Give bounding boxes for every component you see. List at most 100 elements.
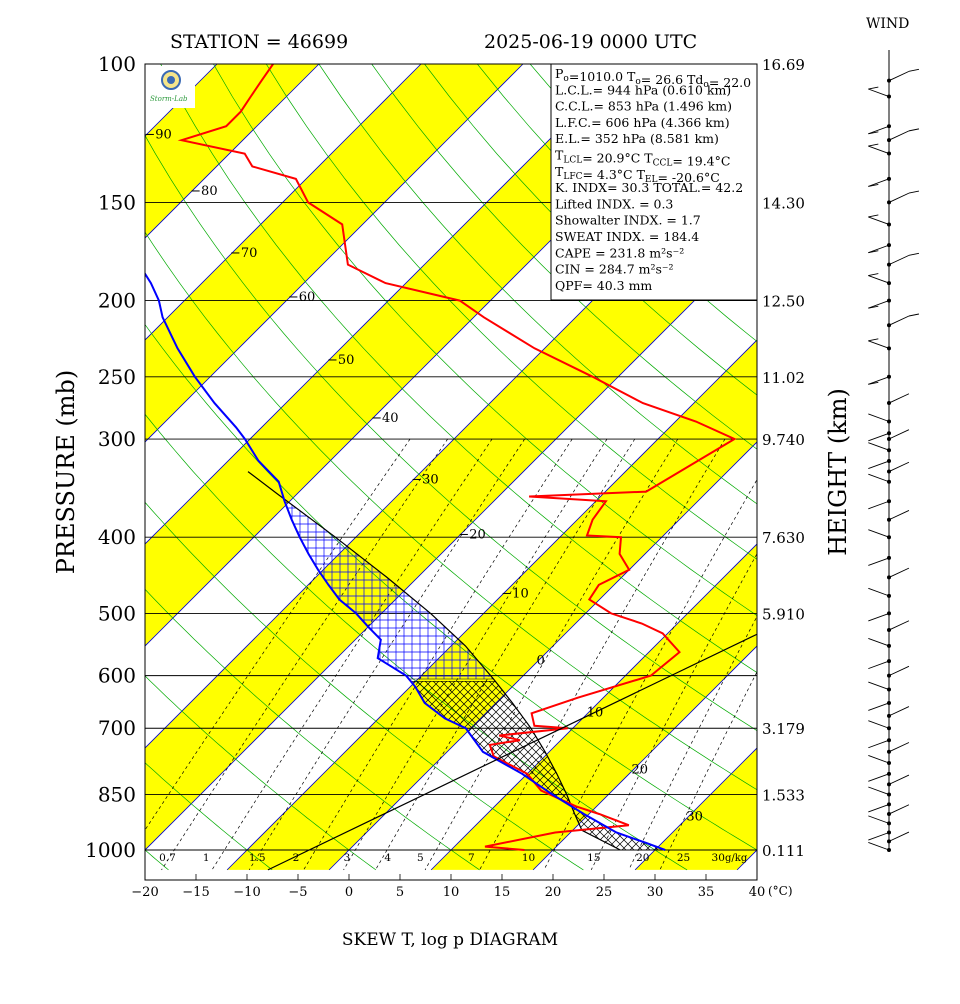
index-line: QPF= 40.3 mm [555, 278, 652, 293]
wind-barb [868, 126, 889, 134]
height-tick-label: 12.50 [762, 293, 805, 311]
mixing-ratio-label: 5 [417, 852, 424, 864]
wind-barb-flag [909, 191, 919, 193]
index-line: SWEAT INDX. = 184.4 [555, 229, 699, 244]
isotherm-label: −90 [144, 128, 171, 143]
wind-barb [889, 707, 909, 716]
y-left-axis-label: PRESSURE (mb) [52, 370, 80, 575]
isotherm-line [941, 64, 960, 870]
isotherm-label: −30 [411, 473, 438, 488]
indices-box: Po=1010.0 To= 26.6 Tdo= 22.0L.C.L.= 944 … [551, 64, 757, 300]
pressure-tick-label: 150 [98, 190, 136, 214]
mixing-ratio-label: 30 [712, 852, 725, 864]
wind-barb [889, 666, 909, 675]
x-tick-label: 5 [396, 885, 404, 900]
height-tick-label: 7.630 [762, 529, 805, 547]
wind-barb [889, 430, 909, 439]
wind-barb [889, 255, 909, 264]
pressure-tick-label: 600 [98, 664, 136, 688]
mixing-ratio-label: 25 [677, 852, 690, 864]
mixing-ratio-label: 7 [468, 852, 475, 864]
wind-barb [868, 146, 889, 154]
mixing-ratio-label: 15 [587, 852, 600, 864]
x-tick-label: 25 [596, 885, 613, 900]
wind-barb [868, 588, 889, 596]
index-line: C.C.L.= 853 hPa (1.496 km) [555, 99, 732, 114]
wind-barb [868, 530, 889, 538]
height-tick-label: 11.02 [762, 369, 805, 387]
wind-barb-flag [909, 314, 919, 316]
index-line: K. INDX= 30.3 TOTAL.= 42.2 [555, 180, 743, 195]
wind-barb [868, 474, 889, 482]
height-tick-label: 1.533 [762, 787, 805, 805]
x-tick-label: −15 [182, 885, 209, 900]
wind-barb [868, 89, 889, 97]
mixing-ratio-label: 20 [636, 852, 649, 864]
wind-barb [889, 71, 909, 80]
wind-barb [889, 743, 909, 752]
wind-barb-flag [909, 69, 919, 71]
mixing-ratio-label: 2 [293, 852, 300, 864]
x-tick-label: 15 [494, 885, 511, 900]
wind-barb [868, 217, 889, 225]
mixing-ratio-label: 4 [384, 852, 391, 864]
wind-barb [868, 787, 889, 795]
dry-adiabat-line [847, 64, 960, 870]
isotherm-label: −40 [371, 411, 398, 426]
isotherm-label: −10 [501, 587, 528, 602]
wind-barb [889, 131, 909, 140]
wind-barb [868, 377, 889, 385]
mixing-ratio-label: 0.7 [159, 852, 176, 864]
x-tick-label: 0 [345, 885, 353, 900]
wind-barb [889, 462, 909, 471]
wind-barb [889, 775, 909, 784]
height-tick-labels: 16.6914.3012.5011.029.7407.6305.9103.179… [762, 56, 805, 860]
index-line: E.L.= 352 hPa (8.581 km) [555, 131, 719, 146]
wind-barb [868, 816, 889, 824]
wind-barb [889, 805, 909, 814]
pressure-tick-label: 500 [98, 601, 136, 625]
isotherm-label: −50 [327, 353, 354, 368]
station-label: STATION = 46699 [170, 31, 348, 53]
wind-barb [889, 510, 909, 519]
isotherm-label: 20 [631, 763, 648, 778]
wind-barb [868, 842, 889, 850]
height-tick-label: 9.740 [762, 431, 805, 449]
index-line: Lifted INDX. = 0.3 [555, 196, 673, 211]
wind-barb [889, 316, 909, 325]
height-tick-label: 0.111 [762, 842, 805, 860]
dry-adiabat-line [0, 64, 169, 870]
index-line: L.C.L.= 944 hPa (0.610 km) [555, 82, 731, 97]
wind-dot [887, 124, 891, 128]
x-tick-label: 40 [749, 885, 766, 900]
isotherm-label: −20 [458, 528, 485, 543]
x-tick-label: −10 [233, 885, 260, 900]
wind-barb-flag [868, 87, 878, 89]
height-tick-label: 14.30 [762, 194, 805, 212]
wind-barb [868, 443, 889, 451]
wind-barb [868, 276, 889, 284]
x-tick-label: 30 [647, 885, 664, 900]
wind-barb [868, 613, 889, 621]
temp-unit-label: (°C) [768, 884, 793, 898]
index-line: CAPE = 231.8 m²s⁻² [555, 245, 684, 260]
x-tick-label: 20 [545, 885, 562, 900]
x-tick-label: −20 [131, 885, 158, 900]
x-tick-label: −5 [288, 885, 307, 900]
wind-barb [889, 394, 909, 403]
wind-label: WIND [866, 16, 909, 32]
isotherm-label: 10 [587, 705, 604, 720]
wind-barb [868, 774, 889, 782]
wind-barb [868, 341, 889, 349]
wind-barb-flag [909, 129, 919, 131]
wind-barb-flag [868, 144, 878, 146]
pressure-tick-label: 400 [98, 525, 136, 549]
pressure-tick-label: 100 [98, 52, 136, 76]
index-line: L.F.C.= 606 hPa (4.366 km) [555, 115, 730, 130]
logo-text: Storm-Lab [150, 95, 188, 103]
wind-barb [868, 832, 889, 840]
isotherm-line [0, 64, 13, 870]
wind-barb [868, 740, 889, 748]
